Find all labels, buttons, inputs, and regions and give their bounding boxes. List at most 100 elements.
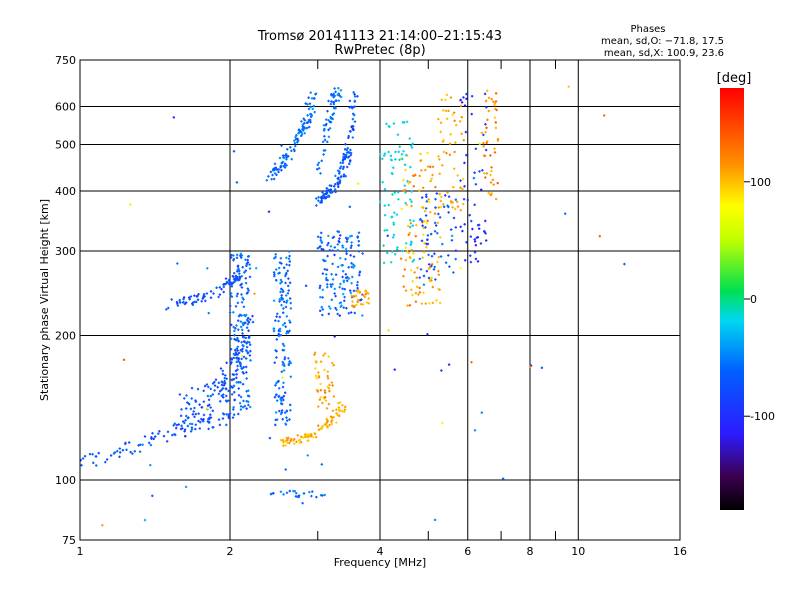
data-point: [282, 385, 284, 389]
data-point: [401, 157, 403, 161]
data-point: [288, 289, 290, 292]
data-point: [323, 153, 325, 156]
data-point: [277, 170, 280, 174]
data-point: [110, 454, 112, 457]
data-point: [225, 423, 227, 427]
data-point: [272, 492, 274, 495]
data-point: [328, 312, 330, 316]
data-point: [335, 99, 337, 102]
data-point: [285, 305, 287, 309]
data-point: [130, 450, 132, 454]
data-point: [434, 230, 436, 233]
data-point: [225, 277, 227, 280]
data-point: [201, 300, 203, 303]
data-point: [247, 389, 249, 392]
data-point: [197, 419, 200, 423]
data-point: [493, 183, 495, 186]
data-point: [323, 128, 325, 131]
data-point: [437, 221, 439, 224]
data-point: [336, 308, 338, 311]
data-point: [410, 288, 412, 291]
data-point: [285, 416, 288, 419]
data-point: [203, 413, 205, 417]
data-point: [300, 134, 302, 137]
data-point: [564, 212, 566, 215]
data-point: [449, 142, 451, 145]
data-point: [323, 259, 325, 263]
data-point: [330, 100, 332, 103]
data-point: [339, 167, 341, 170]
data-point: [495, 92, 497, 95]
data-point: [235, 305, 237, 308]
data-point: [492, 100, 494, 103]
data-point: [285, 468, 287, 471]
data-point: [349, 289, 351, 292]
data-point: [241, 350, 243, 353]
data-point: [332, 94, 334, 97]
data-point: [343, 299, 345, 302]
data-point: [448, 265, 450, 268]
data-point: [411, 249, 413, 252]
data-point: [284, 162, 286, 165]
data-point: [236, 347, 238, 350]
data-point: [237, 292, 239, 295]
data-point: [341, 404, 344, 407]
data-point: [445, 261, 447, 264]
data-point: [426, 200, 428, 203]
data-point: [231, 378, 233, 382]
data-point: [403, 285, 405, 288]
data-point: [237, 368, 239, 371]
data-point: [470, 361, 473, 364]
data-point: [334, 174, 336, 178]
data-point: [190, 295, 192, 298]
data-point: [350, 244, 353, 247]
data-point: [406, 250, 408, 253]
data-point: [95, 464, 97, 467]
data-point: [238, 272, 240, 275]
data-point: [279, 156, 281, 160]
data-point: [353, 305, 355, 308]
data-point: [461, 101, 463, 104]
data-point: [248, 321, 250, 324]
data-point: [414, 173, 416, 177]
data-point: [419, 286, 421, 290]
data-point: [390, 261, 392, 264]
data-point: [101, 524, 103, 527]
y-tick-label: 400: [55, 185, 76, 198]
data-point: [225, 387, 227, 390]
data-point: [479, 142, 481, 145]
data-point: [191, 302, 193, 305]
data-point: [453, 216, 455, 220]
data-point: [439, 192, 441, 196]
data-point: [455, 226, 457, 229]
data-point: [236, 294, 238, 298]
data-point: [327, 241, 329, 245]
data-point: [303, 118, 305, 121]
data-point: [288, 319, 290, 322]
data-point: [486, 141, 488, 145]
data-point: [443, 138, 445, 142]
data-point: [304, 433, 306, 436]
data-point: [297, 132, 299, 135]
data-point: [295, 134, 297, 137]
data-point: [321, 199, 323, 202]
data-point: [327, 279, 329, 282]
data-point: [245, 349, 247, 352]
data-point: [184, 428, 186, 431]
data-point: [454, 119, 456, 122]
data-point: [275, 393, 278, 396]
data-point: [288, 257, 290, 260]
data-point: [278, 332, 280, 336]
data-point: [493, 103, 496, 107]
data-point: [248, 289, 250, 292]
data-point: [495, 197, 497, 201]
data-point: [158, 430, 160, 433]
data-point: [230, 361, 233, 364]
data-point: [233, 377, 235, 381]
colorbar-tick-label: -100: [750, 410, 775, 423]
data-point: [196, 295, 198, 298]
data-point: [404, 189, 406, 192]
data-point: [342, 159, 344, 162]
data-point: [208, 416, 211, 419]
data-point: [397, 191, 399, 194]
